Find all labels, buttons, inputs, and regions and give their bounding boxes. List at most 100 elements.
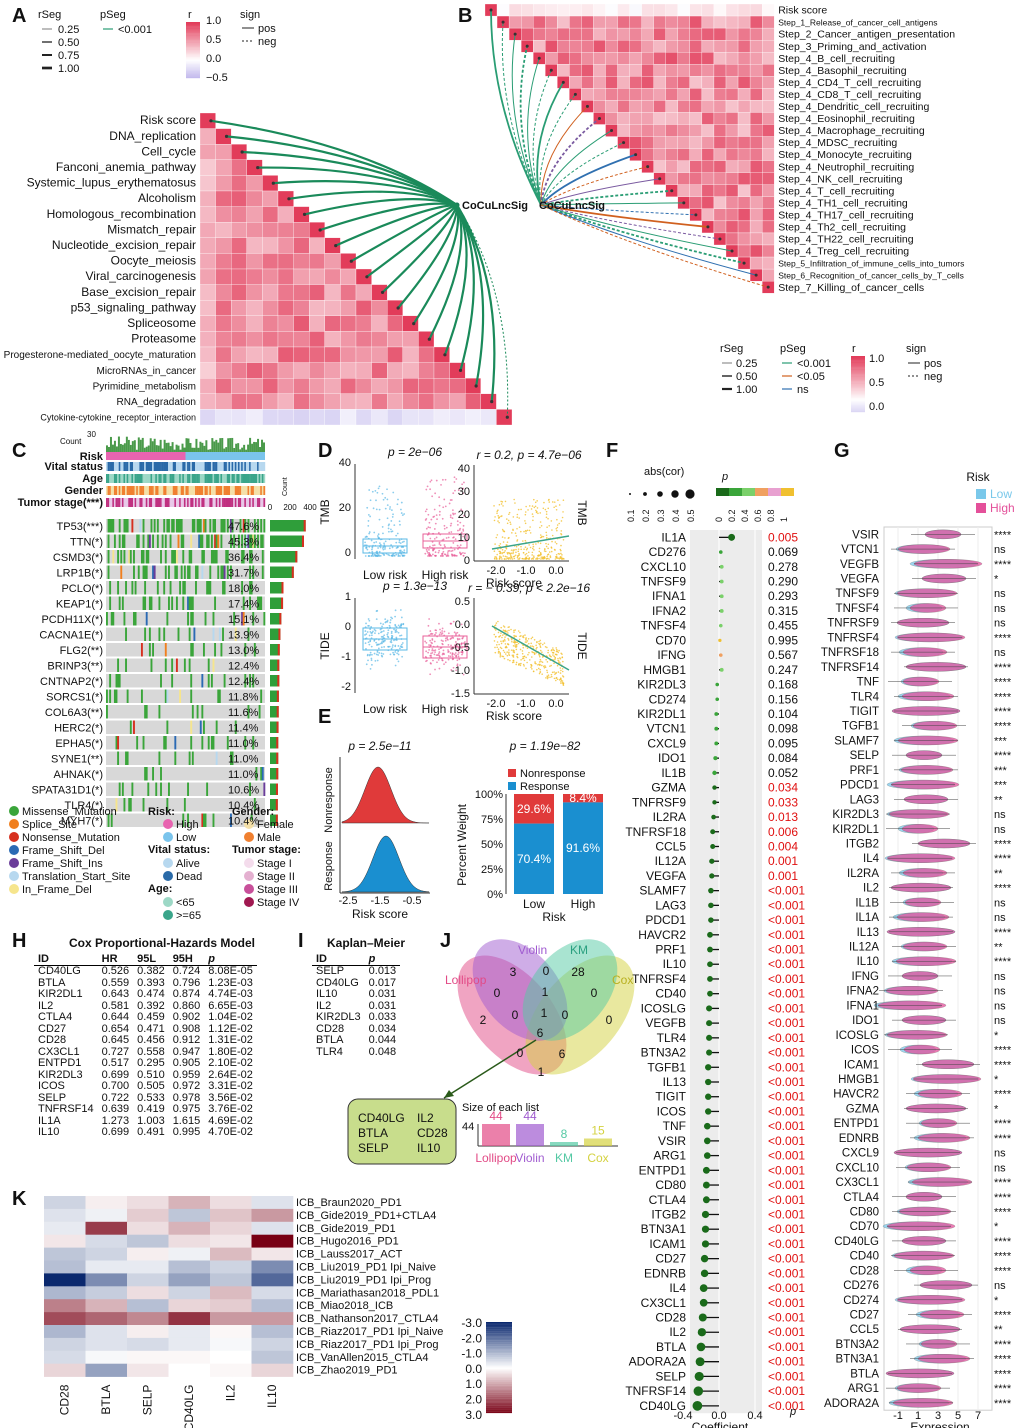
row-label: ICB_Riaz2017_PD1 Ipi_Prog (296, 1339, 438, 1351)
heat-cell (215, 300, 232, 316)
legend-gradient (486, 1341, 512, 1343)
heat-cell (371, 346, 388, 363)
track-cell (110, 462, 113, 471)
heat-cell (277, 300, 294, 316)
mutation-cell (257, 534, 259, 548)
sign-item: pos (258, 23, 276, 35)
heat-cell (581, 40, 594, 53)
mutation-cell (118, 782, 121, 796)
gene-count-bar-tip (276, 768, 279, 780)
gene-label: BTN3A1 (836, 1354, 879, 1366)
heat-cell (725, 52, 739, 65)
mutation-cell (171, 674, 174, 688)
heat-cell (127, 1260, 169, 1274)
heat-cell (749, 88, 763, 101)
heat-cell (665, 148, 678, 161)
p-value-label: <0.001 (768, 1090, 805, 1104)
box-point (428, 521, 431, 524)
box-point (455, 643, 458, 646)
scatter-point (561, 656, 564, 659)
r-gradient (186, 51, 200, 53)
track-cell (199, 486, 202, 495)
scatter-point (528, 659, 531, 661)
heat-cell (725, 136, 739, 149)
density-x-tick: -1.5 (371, 895, 390, 907)
mut-legend-dot (9, 832, 19, 842)
box-point (453, 548, 456, 551)
scatter-point (507, 632, 509, 634)
heat-cell (677, 3, 690, 17)
heat-cell (629, 124, 642, 137)
gene-count-bar (270, 737, 279, 749)
mutation-cell (188, 751, 191, 765)
box-point (365, 647, 367, 650)
legend-gradient (486, 1336, 512, 1338)
size-value: 15 (591, 1124, 605, 1138)
track-cell (140, 462, 143, 471)
box-point (446, 638, 449, 640)
box-point (437, 659, 440, 661)
r-gradient (186, 68, 200, 70)
scatter-point (506, 654, 509, 657)
table-cell: 0.393 (137, 976, 165, 989)
heat-cell (309, 253, 325, 270)
heat-cell (689, 27, 703, 41)
track-cell (137, 486, 140, 495)
scatter-point (553, 677, 556, 680)
bar-resp (514, 823, 554, 894)
gene-count-bar-tip (276, 690, 279, 702)
significance-label: ns (994, 897, 1006, 909)
heat-cell (713, 136, 727, 149)
mutation-cell (260, 767, 263, 781)
mutation-cell (257, 519, 259, 533)
track-cell (223, 462, 226, 471)
box-point (371, 548, 373, 551)
heat-cell (749, 15, 763, 29)
heat-cell (557, 3, 570, 17)
scatter-point (547, 553, 549, 556)
significance-label: ns (994, 1280, 1006, 1292)
mutation-cell (196, 565, 199, 579)
track-cell (225, 486, 228, 495)
panel-label-h: H (12, 930, 27, 952)
mutation-cell (126, 689, 129, 703)
gene-label: IL12A (849, 942, 879, 954)
heat-cell (569, 3, 582, 17)
link-curve (540, 204, 709, 228)
box-point (382, 553, 385, 556)
scatter-point (549, 556, 552, 559)
significance-label: **** (994, 662, 1012, 674)
scatter-point (545, 516, 548, 519)
mutation-cell (207, 658, 210, 672)
track-cell (257, 498, 259, 507)
heat-cell (653, 76, 666, 89)
scatter-point (518, 552, 520, 555)
scatter-point (521, 650, 524, 652)
link-curve (490, 10, 542, 206)
significance-label: **** (994, 1206, 1012, 1218)
p-value-label: <0.001 (768, 898, 805, 912)
percent-label: 10.4% (228, 800, 259, 812)
mutation-cell (150, 596, 153, 610)
box-point (448, 549, 451, 552)
count-bar (143, 447, 146, 452)
box-point (428, 648, 430, 651)
percent-label: 47.6% (228, 521, 259, 533)
track-cell (134, 498, 137, 507)
box-point (437, 551, 440, 554)
heat-cell (85, 1221, 128, 1235)
table-cell: KIR2DL3 (316, 1011, 361, 1023)
density-x-tick: -0.5 (403, 895, 422, 907)
scatter-point (512, 552, 514, 555)
scatter-point (544, 550, 547, 553)
box-point (386, 517, 389, 520)
scatter-y-tick: -1.5 (451, 688, 470, 700)
gene-label: IL1B (661, 766, 686, 780)
box-point (434, 551, 437, 554)
scatter-point (549, 555, 552, 557)
mutation-cell (261, 565, 264, 579)
venn-count: 1 (542, 985, 549, 999)
risk-item: Low (176, 832, 196, 844)
p-value-label: 0.168 (768, 678, 798, 692)
gene-label: PDCD1 (840, 780, 879, 792)
